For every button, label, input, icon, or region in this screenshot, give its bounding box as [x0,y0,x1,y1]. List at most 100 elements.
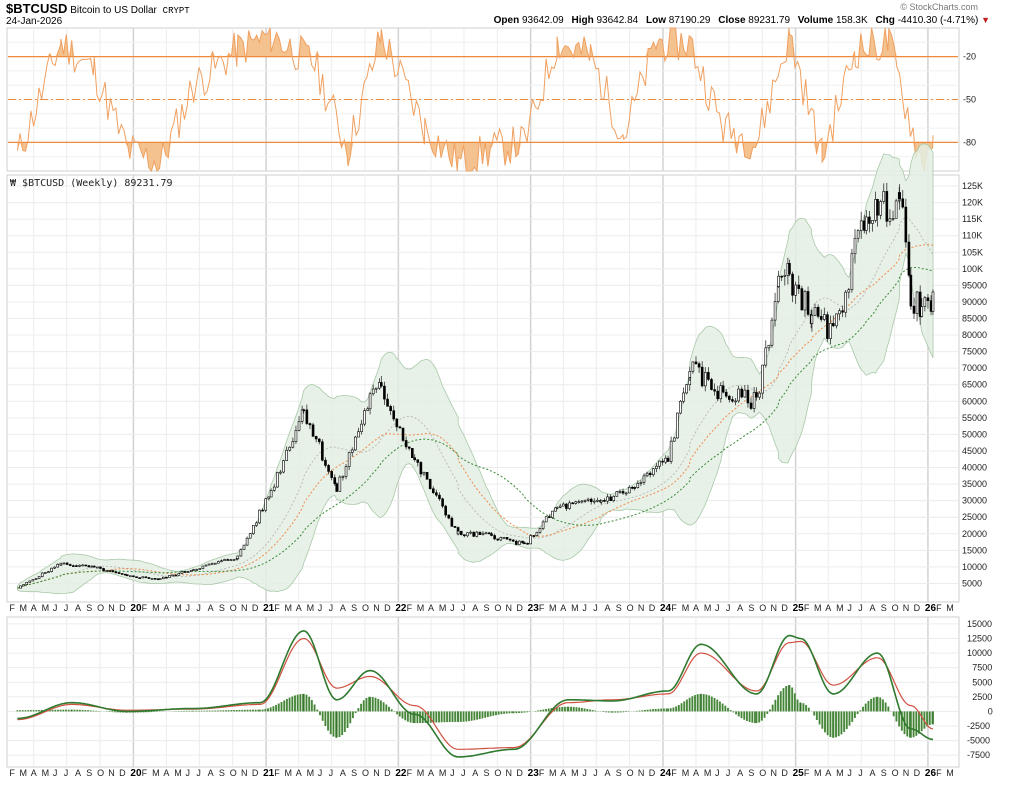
svg-text:S: S [748,768,754,778]
svg-text:D: D [914,603,921,613]
svg-text:20: 20 [130,603,142,614]
svg-text:D: D [914,768,921,778]
chart-header: $BTCUSD Bitcoin to US Dollar CRYPT [6,2,190,17]
svg-text:O: O [362,603,369,613]
svg-text:A: A [560,603,566,613]
svg-text:J: J [715,768,720,778]
svg-text:M: M [307,768,315,778]
svg-text:J: J [847,603,852,613]
svg-text:A: A [472,603,478,613]
axis-labels: FFMMAAMMJJJJAASSOONNDD2020FFMMAAMMJJJJAA… [9,52,992,779]
svg-text:A: A [428,768,434,778]
svg-text:F: F [142,768,148,778]
chart-date: 24-Jan-2026 [6,16,63,27]
svg-text:J: J [726,603,731,613]
svg-text:M: M [814,768,822,778]
svg-text:N: N [108,768,115,778]
svg-text:O: O [759,768,766,778]
macd-panel[interactable] [6,616,960,768]
svg-text:45000: 45000 [962,446,987,456]
svg-text:S: S [219,603,225,613]
svg-text:M: M [439,768,447,778]
svg-text:F: F [407,768,413,778]
svg-text:D: D [252,768,259,778]
svg-text:A: A [296,603,302,613]
svg-text:A: A [605,768,611,778]
svg-text:A: A [869,768,875,778]
svg-text:30000: 30000 [962,496,987,506]
brand-logo[interactable]: © StockCharts.com [900,2,978,12]
svg-text:S: S [748,603,754,613]
svg-text:J: J [715,603,720,613]
svg-text:M: M [704,603,712,613]
svg-text:M: M [174,603,182,613]
svg-text:F: F [804,603,810,613]
svg-text:S: S [881,603,887,613]
down-arrow-icon: ▼ [981,15,990,25]
svg-text:N: N [373,603,380,613]
svg-text:N: N [771,603,778,613]
svg-text:65000: 65000 [962,380,987,390]
svg-text:O: O [230,603,237,613]
symbol-name: Bitcoin to US Dollar [70,5,157,16]
svg-text:N: N [903,603,910,613]
svg-text:F: F [539,768,545,778]
svg-text:M: M [682,603,690,613]
svg-text:A: A [340,603,346,613]
svg-text:O: O [627,603,634,613]
price-panel[interactable] [6,174,960,603]
svg-text:D: D [119,603,126,613]
svg-text:J: J [582,603,587,613]
svg-text:M: M [836,603,844,613]
svg-text:-7500: -7500 [967,750,990,760]
svg-text:J: J [582,768,587,778]
svg-text:N: N [241,603,248,613]
svg-text:35000: 35000 [962,479,987,489]
ohlc-summary: Open 93642.09 High 93642.84 Low 87190.29… [489,15,990,26]
svg-text:J: J [186,768,191,778]
svg-text:D: D [781,768,788,778]
svg-text:M: M [19,603,27,613]
svg-text:60000: 60000 [962,396,987,406]
svg-text:J: J [593,768,598,778]
svg-text:O: O [627,768,634,778]
svg-text:M: M [836,768,844,778]
svg-text:24: 24 [660,768,672,779]
change-label: Chg [875,15,895,26]
svg-text:26: 26 [925,603,937,614]
svg-text:N: N [373,768,380,778]
williams-panel[interactable] [6,27,960,172]
svg-text:-5000: -5000 [967,736,990,746]
svg-text:N: N [903,768,910,778]
svg-text:M: M [549,603,557,613]
svg-text:D: D [119,768,126,778]
candle-icon: ₩ [10,178,22,189]
svg-text:J: J [450,768,455,778]
svg-text:O: O [494,603,501,613]
svg-text:D: D [781,603,788,613]
svg-text:M: M [682,768,690,778]
svg-text:80000: 80000 [962,330,987,340]
svg-text:J: J [450,603,455,613]
svg-text:M: M [42,768,50,778]
svg-text:D: D [384,603,391,613]
svg-text:S: S [351,768,357,778]
svg-text:M: M [417,603,425,613]
svg-text:A: A [472,768,478,778]
svg-text:O: O [97,768,104,778]
svg-text:N: N [771,768,778,778]
svg-text:M: M [284,768,292,778]
svg-text:A: A [605,603,611,613]
svg-text:F: F [9,768,15,778]
svg-text:75000: 75000 [962,347,987,357]
svg-text:125K: 125K [962,181,983,191]
close-value: 89231.79 [748,15,791,26]
svg-text:F: F [539,603,545,613]
svg-text:A: A [163,768,169,778]
svg-text:15000: 15000 [962,545,987,555]
svg-text:F: F [274,603,280,613]
svg-text:J: J [186,603,191,613]
svg-text:15000: 15000 [967,619,992,629]
volume-label: Volume [797,15,834,26]
